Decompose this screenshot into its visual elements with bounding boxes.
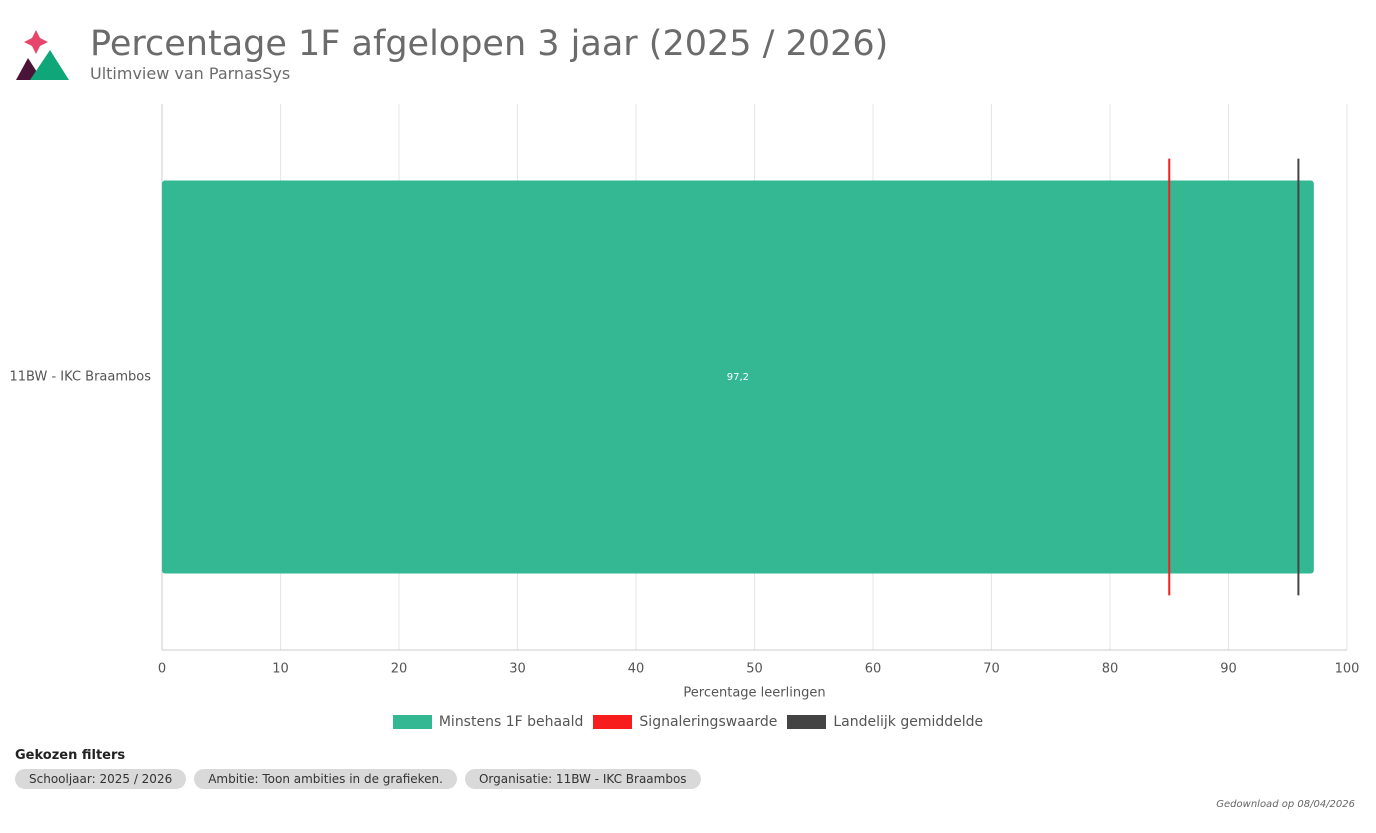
bar	[162, 180, 1314, 574]
x-tick-label: 40	[628, 662, 645, 677]
x-tick-label: 10	[272, 662, 289, 677]
legend: Minstens 1F behaald Signaleringswaarde L…	[0, 714, 1376, 730]
x-tick-label: 30	[509, 662, 526, 677]
legend-swatch	[392, 715, 432, 729]
legend-label: Landelijk gemiddelde	[833, 714, 984, 730]
x-tick-label: 0	[158, 662, 166, 677]
logo	[16, 30, 69, 80]
legend-swatch	[593, 715, 633, 729]
chart-subtitle: Ultimview van ParnasSys	[90, 64, 291, 83]
x-tick-label: 60	[865, 662, 882, 677]
filter-chip: Schooljaar: 2025 / 2026	[15, 769, 187, 789]
legend-item: Landelijk gemiddelde	[787, 714, 983, 730]
filters-title: Gekozen filters	[15, 748, 126, 763]
filter-chip: Organisatie: 11BW - IKC Braambos	[464, 769, 701, 789]
x-tick-label: 20	[391, 662, 408, 677]
x-tick-label: 80	[1102, 662, 1119, 677]
data-label: 97,2	[727, 372, 749, 383]
x-tick-label: 90	[1220, 662, 1237, 677]
filter-list: Schooljaar: 2025 / 2026 Ambitie: Toon am…	[15, 769, 701, 789]
legend-item: Signaleringswaarde	[593, 714, 777, 730]
filter-chip: Ambitie: Toon ambities in de grafieken.	[194, 769, 457, 789]
legend-label: Minstens 1F behaald	[438, 714, 584, 730]
legend-label: Signaleringswaarde	[639, 714, 778, 730]
chart-title: Percentage 1F afgelopen 3 jaar (2025 / 2…	[90, 24, 889, 64]
x-tick-label: 100	[1335, 662, 1360, 677]
x-axis-title: Percentage leerlingen	[683, 686, 825, 701]
legend-item: Minstens 1F behaald	[392, 714, 584, 730]
legend-swatch	[787, 715, 827, 729]
y-tick-label: 11BW - IKC Braambos	[9, 370, 151, 385]
download-date: Gedownload op 08/04/2026	[1216, 799, 1355, 810]
chart: 0 10 20 30 40 50 60 70 80 90 100 Percentage leerlin…	[9, 104, 1360, 701]
x-tick-label: 50	[746, 662, 763, 677]
x-tick-label: 70	[983, 662, 1000, 677]
